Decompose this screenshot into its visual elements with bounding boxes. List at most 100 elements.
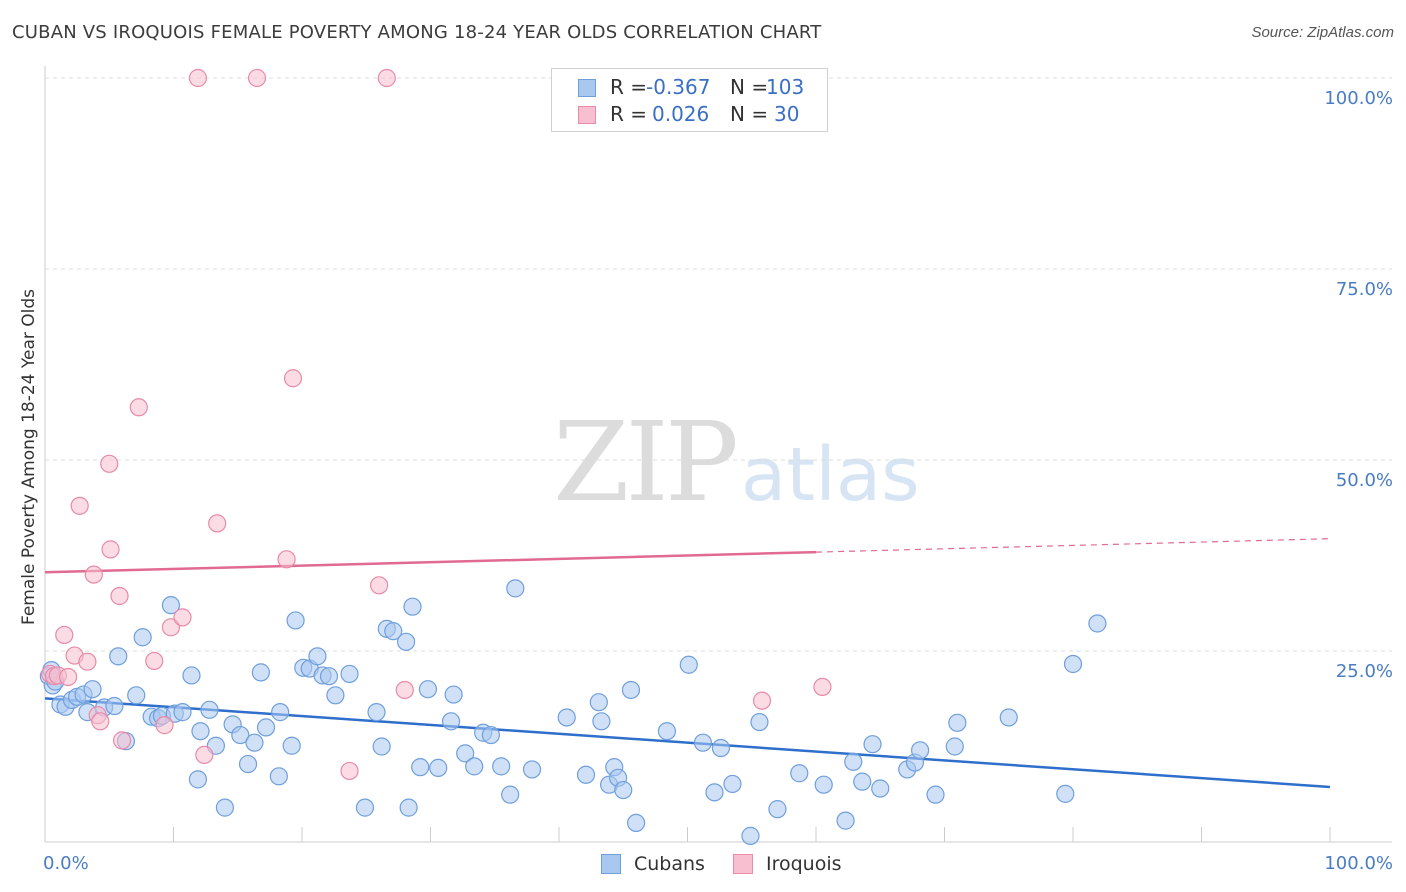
- grid-lines: [45, 77, 1392, 652]
- point-cubans: [367, 703, 386, 722]
- point-cubans: [614, 780, 633, 800]
- legend-label-iroquois: Iroquois: [766, 853, 842, 875]
- point-cubans: [693, 733, 713, 752]
- data-points: [39, 68, 1107, 845]
- point-cubans: [188, 770, 208, 789]
- point-iroquois: [208, 514, 227, 533]
- stat-n-label: N =: [730, 102, 769, 126]
- point-cubans: [750, 712, 769, 732]
- point-iroquois: [247, 68, 267, 88]
- point-cubans: [109, 647, 128, 666]
- watermark: ZIPatlas: [553, 398, 920, 526]
- point-cubans: [853, 772, 872, 791]
- point-cubans: [182, 666, 201, 685]
- point-cubans: [429, 758, 448, 777]
- point-iroquois: [78, 652, 97, 671]
- point-cubans: [83, 680, 102, 699]
- point-iroquois: [59, 667, 78, 687]
- point-cubans: [245, 733, 264, 752]
- point-cubans: [1056, 784, 1075, 803]
- point-cubans: [396, 632, 416, 651]
- point-iroquois: [84, 565, 103, 584]
- trendline-cubans: [44, 697, 1331, 789]
- cubans-swatch: [578, 79, 596, 97]
- point-cubans: [384, 622, 403, 641]
- stat-r-label: R =: [610, 102, 648, 126]
- y-tick-label: 50.0%: [1336, 470, 1393, 491]
- point-cubans: [286, 611, 305, 630]
- point-iroquois: [70, 496, 89, 515]
- point-cubans: [418, 680, 438, 699]
- stat-r-value: -0.367: [646, 75, 711, 99]
- point-cubans: [768, 800, 787, 819]
- y-tick-label: 75.0%: [1336, 279, 1393, 300]
- point-iroquois: [91, 712, 110, 731]
- point-cubans: [256, 718, 276, 737]
- stat-r-label: R =: [610, 75, 648, 99]
- point-iroquois: [195, 745, 214, 765]
- point-iroquois: [283, 369, 303, 388]
- tick-labels: 25.0% 50.0% 75.0% 100.0% 0.0% 100.0%: [43, 88, 1393, 874]
- point-cubans: [340, 664, 359, 684]
- trendline-iroquois: [44, 550, 817, 574]
- axes: [44, 66, 1392, 843]
- point-cubans: [657, 722, 677, 741]
- point-iroquois: [55, 625, 74, 645]
- x-tick-label-min: 0.0%: [43, 853, 89, 874]
- point-cubans: [945, 737, 964, 756]
- point-iroquois: [101, 540, 120, 559]
- point-iroquois: [395, 680, 414, 700]
- chart-title: CUBAN VS IROQUOIS FEMALE POVERTY AMONG 1…: [12, 22, 822, 43]
- point-cubans: [200, 700, 219, 719]
- point-cubans: [271, 703, 290, 722]
- point-cubans: [355, 798, 375, 817]
- point-cubans: [592, 712, 611, 731]
- point-cubans: [173, 703, 192, 722]
- trendline-iroquois-extension: [815, 538, 1331, 553]
- stat-n-value: 103: [766, 75, 805, 99]
- point-cubans: [372, 737, 391, 756]
- point-cubans: [506, 579, 525, 598]
- point-cubans: [465, 757, 484, 776]
- y-tick-label: 25.0%: [1336, 661, 1393, 682]
- point-cubans: [127, 686, 146, 705]
- point-cubans: [741, 826, 760, 845]
- point-cubans: [492, 757, 511, 776]
- point-cubans: [679, 655, 698, 674]
- point-iroquois: [100, 454, 119, 473]
- stat-n-label: N =: [730, 75, 769, 99]
- point-cubans: [926, 785, 945, 804]
- y-axis-title: Female Poverty Among 18-24 Year Olds: [19, 289, 39, 625]
- point-cubans: [705, 783, 724, 802]
- x-tick-label-max: 100.0%: [1324, 853, 1393, 874]
- legend-label-cubans: Cubans: [634, 853, 705, 875]
- point-iroquois: [277, 550, 296, 569]
- point-cubans: [326, 686, 345, 705]
- point-cubans: [999, 708, 1018, 727]
- point-iroquois: [110, 586, 129, 606]
- point-cubans: [105, 696, 124, 716]
- watermark-zip: ZIP: [553, 398, 739, 526]
- point-cubans: [441, 712, 461, 731]
- point-cubans: [282, 736, 301, 755]
- point-iroquois: [173, 608, 192, 627]
- point-cubans: [1063, 654, 1083, 674]
- legend-swatch-cubans: [601, 854, 621, 874]
- stat-r-value: 0.026: [652, 102, 710, 126]
- point-cubans: [589, 693, 608, 712]
- trend-lines: [44, 538, 1331, 789]
- point-cubans: [576, 765, 596, 784]
- point-cubans: [626, 813, 646, 833]
- point-iroquois: [145, 651, 164, 671]
- point-cubans: [863, 735, 882, 754]
- watermark-atlas: atlas: [740, 432, 920, 518]
- point-cubans: [403, 597, 422, 616]
- point-iroquois: [813, 677, 832, 697]
- point-cubans: [790, 764, 809, 783]
- point-cubans: [522, 760, 542, 779]
- point-cubans: [481, 725, 500, 745]
- point-cubans: [948, 713, 967, 732]
- stats-legend-box: R = -0.367 N = 103 R = 0.026 N = 30: [551, 68, 828, 132]
- point-cubans: [444, 685, 463, 704]
